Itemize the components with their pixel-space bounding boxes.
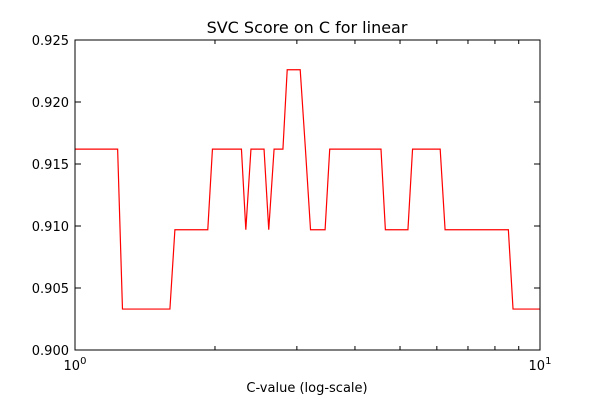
y-tick-label: 0.910	[32, 220, 69, 235]
x-axis: 100 101	[64, 40, 552, 374]
y-tick-label: 0.905	[32, 282, 69, 297]
y-tick-label: 0.915	[32, 158, 69, 173]
plot-area	[74, 39, 541, 351]
x-tick-label: 101	[529, 356, 552, 374]
x-axis-label: C-value (log-scale)	[246, 381, 367, 396]
axes-frame	[74, 39, 541, 351]
y-tick-label: 0.900	[32, 344, 69, 359]
y-tick-label: 0.920	[32, 96, 69, 111]
x-tick-label: 100	[64, 356, 87, 374]
y-axis: 0.900 0.905 0.910 0.915 0.920 0.925	[32, 34, 540, 359]
y-tick-label: 0.925	[32, 34, 69, 49]
series-line-1	[75, 69, 540, 310]
chart-title: SVC Score on C for linear	[207, 18, 408, 37]
